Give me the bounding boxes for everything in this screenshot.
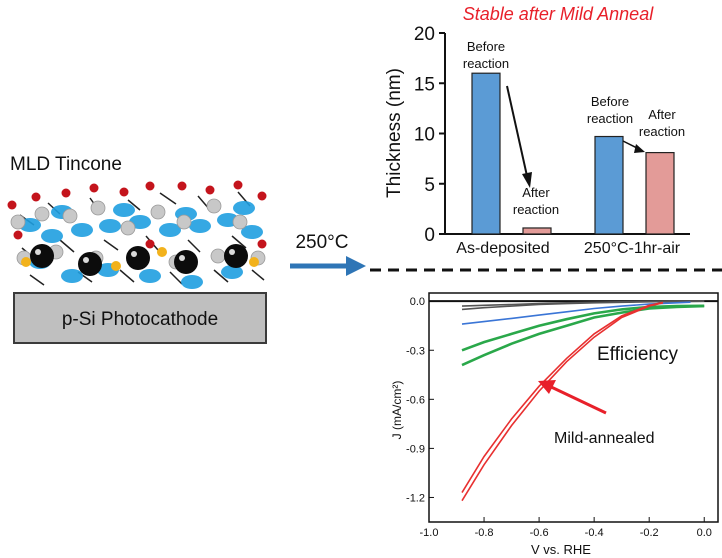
jv-line-chart: -1.0 -0.8 -0.6 -0.4 -0.2 0.0 0.0 -0.3 -0.6 -0.9 -1… [390,292,719,557]
mld-schematic: MLD Tincone p-Si Photocathode 250°C [7,154,366,344]
bar-category-label: 250°C-1hr-air [584,240,681,257]
jv-curve-6 [461,302,664,502]
arrow-before-to-after-2 [622,140,645,153]
jv-y-tick-label: -0.9 [406,443,425,455]
bar-category-label: As-deposited [456,240,549,257]
jv-y-tick-label: -1.2 [406,492,425,504]
bar-plot-area: 0 5 10 15 20 As-deposited 250°C-1hr-air [414,24,690,257]
jv-y-tick-label: -0.3 [406,345,425,357]
bar-chart-title: Stable after Mild Anneal [463,4,654,24]
bar-y-tick-label: 15 [414,74,435,95]
process-arrow-icon [290,256,366,276]
efficiency-label: Efficiency [597,344,678,365]
thickness-bar-chart: Stable after Mild Anneal Thickness (nm) … [384,4,690,257]
bar-before-2 [594,135,624,235]
jv-plot-area: -1.0 -0.8 -0.6 -0.4 -0.2 0.0 0.0 -0.3 -0.6 -0.9 -1… [406,292,719,539]
bar-y-tick-label: 0 [424,225,435,246]
jv-y-axis-label: J (mA/cm²) [390,381,404,440]
bar-y-tick-label: 20 [414,24,435,45]
jv-x-axis-label: V vs. RHE [531,542,591,557]
jv-x-tick-label: -0.4 [585,527,604,539]
jv-y-tick-label: 0.0 [410,296,425,308]
bar-after-2 [645,151,675,235]
bar-after-1 [522,227,552,235]
jv-curve-5 [461,304,705,352]
film-label: MLD Tincone [10,154,122,175]
jv-x-tick-label: -0.2 [640,527,659,539]
annotation-before-2: Before reaction [587,94,633,126]
bar-before-1 [471,72,501,235]
mild-annealed-arrow-icon [538,380,607,415]
jv-x-tick-label: 0.0 [697,527,712,539]
jv-x-tick-label: -1.0 [420,527,439,539]
jv-x-tick-label: -0.8 [475,527,494,539]
bar-y-tick-label: 10 [414,125,435,146]
bar-y-tick-label: 5 [424,175,435,196]
jv-curve-7 [461,301,664,494]
annotation-before-1: Before reaction [463,39,509,71]
substrate-block [13,292,267,344]
substrate-label: p-Si Photocathode [62,309,218,330]
bar-chart-y-axis-label: Thickness (nm) [384,68,405,198]
tincone-film-illustration [7,180,267,289]
jv-x-tick-label: -0.6 [530,527,549,539]
jv-y-tick-label: -0.6 [406,394,425,406]
annotation-after-1: After reaction [513,185,559,217]
arrow-before-to-after-1 [506,85,532,188]
process-temperature-label: 250°C [295,232,348,253]
mild-annealed-label: Mild-annealed [554,430,655,447]
jv-plot-frame [428,292,719,523]
jv-curve-2 [461,300,705,307]
annotation-after-2: After reaction [639,107,685,139]
